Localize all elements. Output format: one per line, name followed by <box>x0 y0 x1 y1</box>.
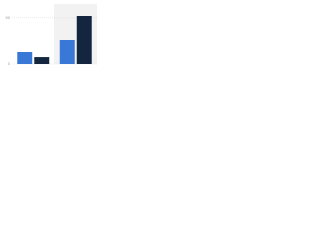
bar <box>17 52 33 64</box>
bar <box>34 57 50 64</box>
bar <box>76 16 92 64</box>
page: {"chart_data": {"type": "bar", "categori… <box>0 0 100 71</box>
y-tick-label: 0 <box>8 61 11 66</box>
bar <box>59 40 75 64</box>
y-tick-label: 50 <box>6 15 11 20</box>
chart: 0 50 <box>6 4 97 66</box>
